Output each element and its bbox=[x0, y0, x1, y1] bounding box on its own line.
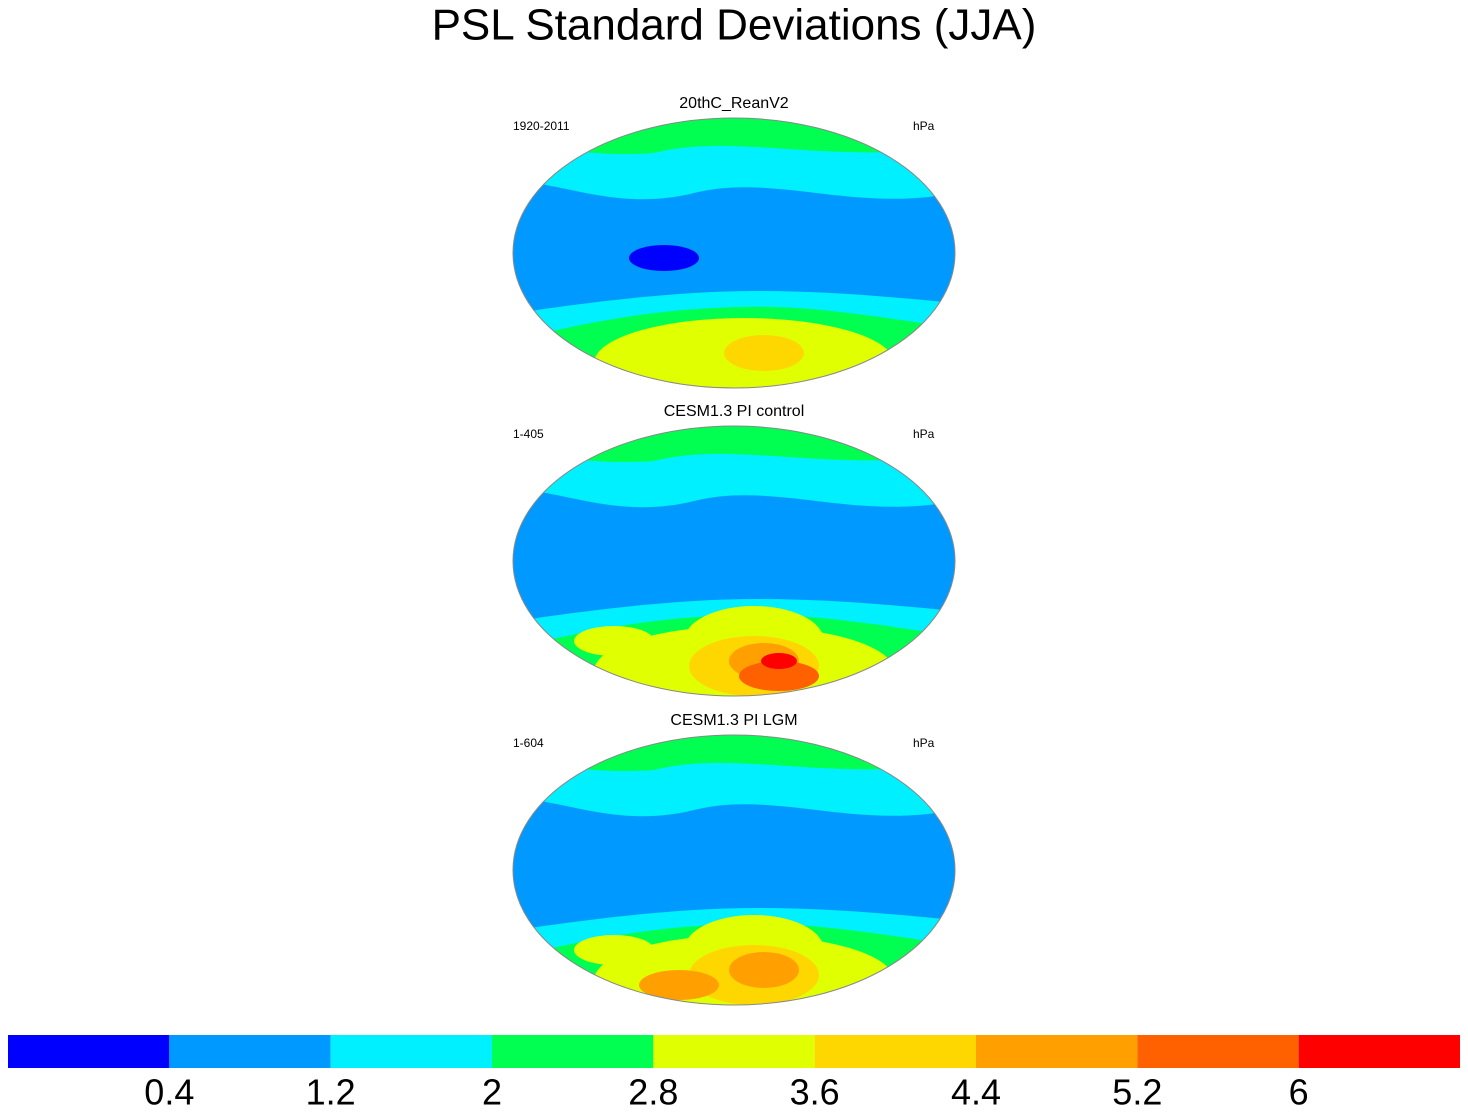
colorbar-segment bbox=[1298, 1035, 1460, 1068]
colorbar-segment bbox=[330, 1035, 492, 1068]
map bbox=[513, 735, 955, 1005]
map-outline bbox=[512, 117, 956, 389]
colorbar-label: 2 bbox=[482, 1072, 502, 1113]
panel-title: CESM1.3 PI control bbox=[664, 403, 805, 420]
colorbar-segment bbox=[169, 1035, 331, 1068]
colorbar-segment bbox=[653, 1035, 815, 1068]
panel-period: 1920-2011 bbox=[513, 119, 570, 133]
field bbox=[739, 661, 819, 691]
colorbar-segment bbox=[814, 1035, 976, 1068]
field bbox=[574, 935, 654, 965]
panel-units: hPa bbox=[913, 736, 935, 750]
field bbox=[761, 653, 797, 669]
colorbar-label: 6 bbox=[1289, 1072, 1309, 1113]
panel-period: 1-604 bbox=[513, 736, 544, 750]
colorbar-label: 1.2 bbox=[306, 1072, 356, 1113]
field bbox=[639, 970, 719, 1000]
colorbar-label: 2.8 bbox=[628, 1072, 678, 1113]
figure-title: PSL Standard Deviations (JJA) bbox=[432, 1, 1037, 50]
panel-units: hPa bbox=[913, 427, 935, 441]
field bbox=[729, 952, 799, 988]
colorbar-label: 3.6 bbox=[790, 1072, 840, 1113]
panel-title: CESM1.3 PI LGM bbox=[670, 712, 797, 729]
field bbox=[724, 335, 804, 371]
colorbar-segment bbox=[976, 1035, 1138, 1068]
colorbar-label: 5.2 bbox=[1112, 1072, 1162, 1113]
colorbar-segment bbox=[8, 1035, 170, 1068]
panel-title: 20thC_ReanV2 bbox=[679, 95, 789, 112]
map-outline bbox=[512, 425, 956, 697]
colorbar-label: 0.4 bbox=[144, 1072, 194, 1113]
map bbox=[513, 118, 955, 388]
map-outline bbox=[512, 734, 956, 1006]
panel-period: 1-405 bbox=[513, 427, 544, 441]
field bbox=[574, 626, 654, 656]
map bbox=[513, 426, 955, 696]
panel-units: hPa bbox=[913, 119, 935, 133]
colorbar-segment bbox=[492, 1035, 654, 1068]
colorbar-label: 4.4 bbox=[951, 1072, 1001, 1113]
colorbar-segment bbox=[1137, 1035, 1299, 1068]
field bbox=[629, 245, 699, 271]
